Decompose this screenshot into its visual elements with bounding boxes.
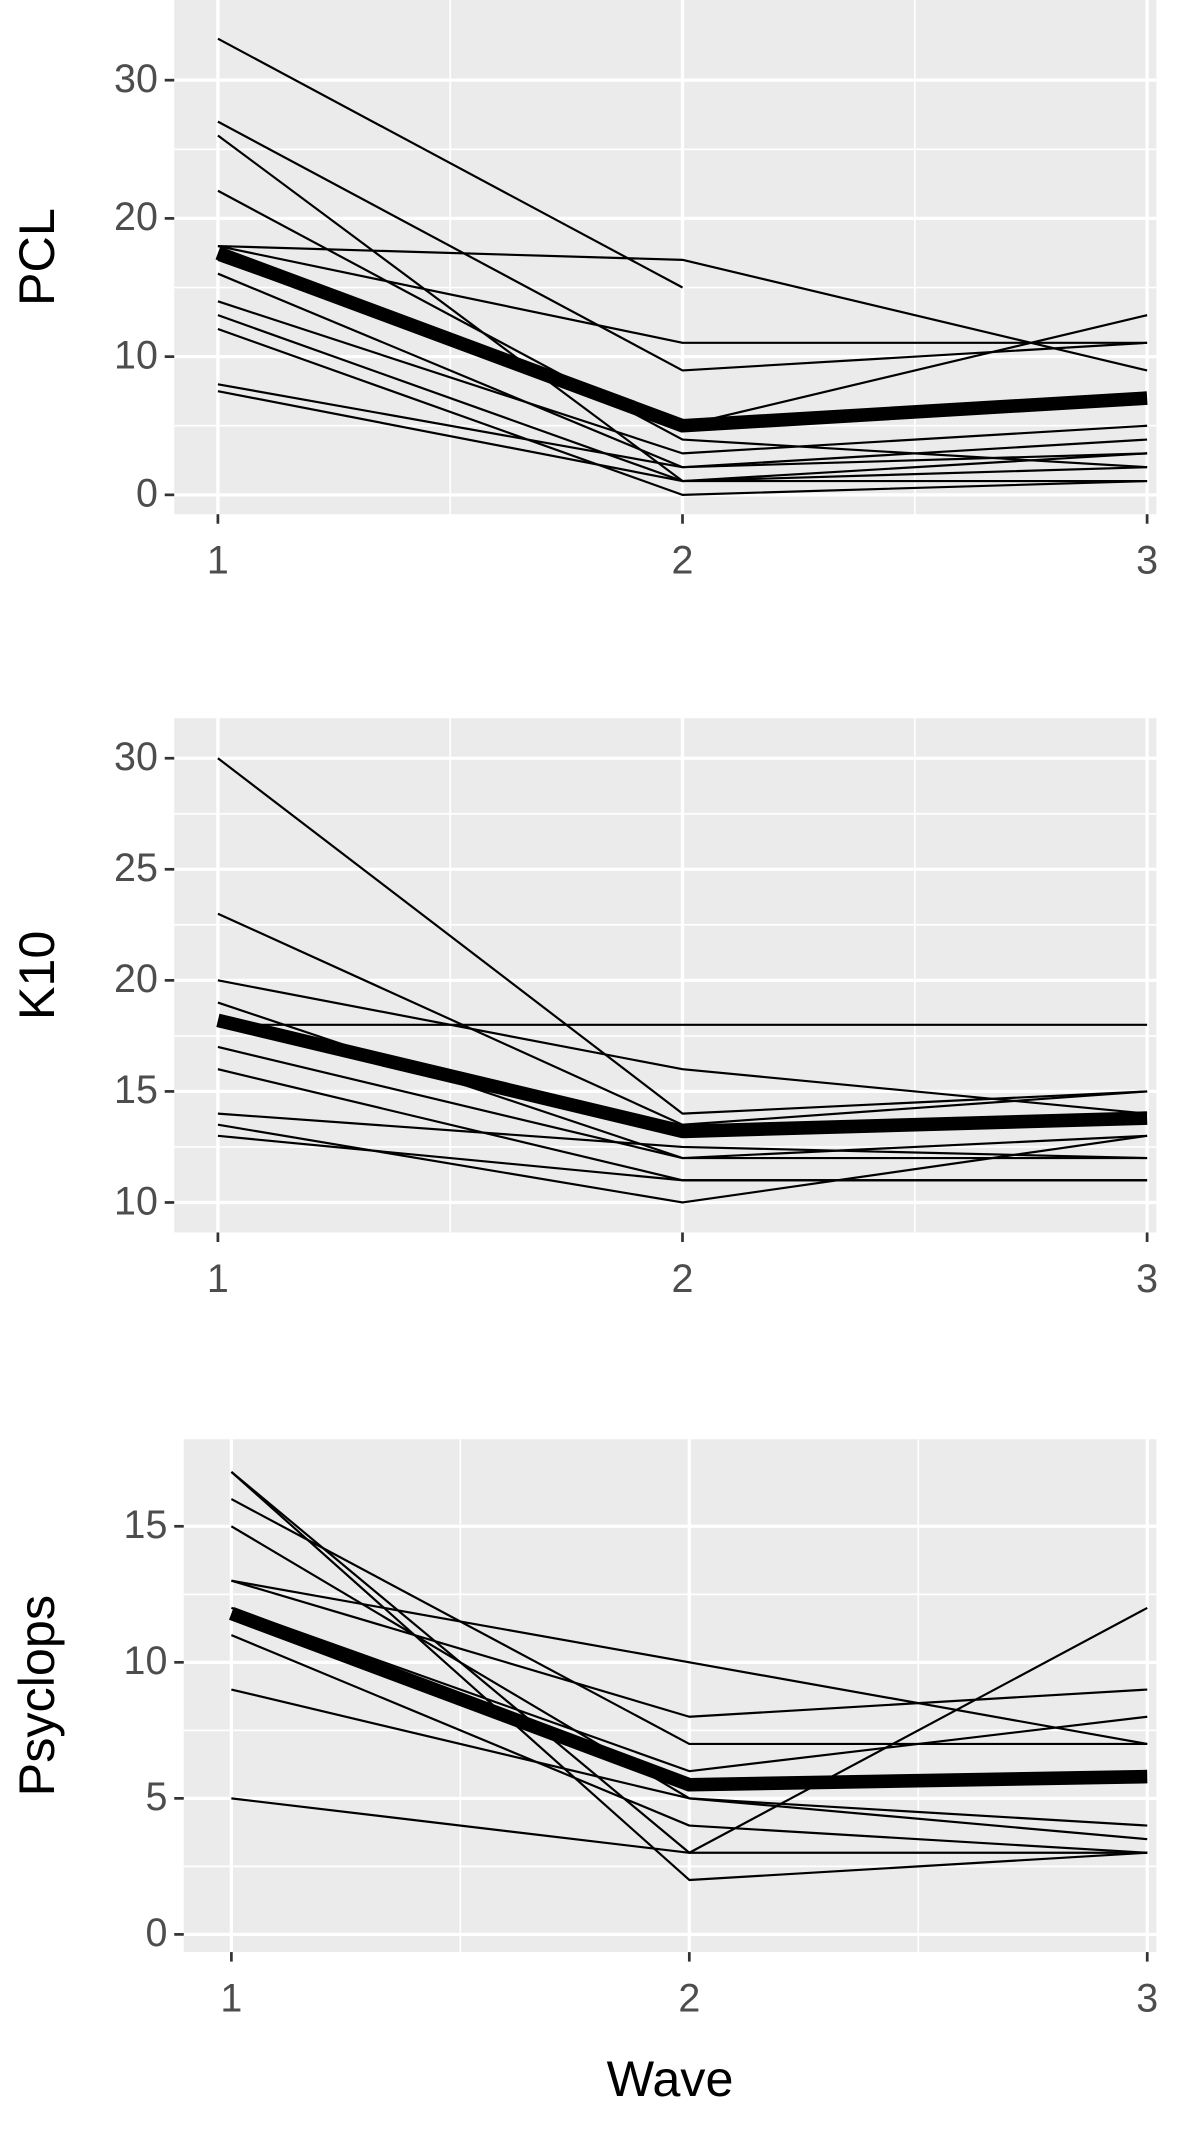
data-line xyxy=(217,390,1148,483)
data-line xyxy=(217,244,1148,344)
panel: 0 10 20 30 1 2 3 PCL xyxy=(8,0,1158,583)
y-tick-label: 10 xyxy=(124,1639,168,1683)
y-tick-label: 25 xyxy=(114,846,158,890)
x-tick-label: 1 xyxy=(220,1976,242,2020)
x-tick-label: 3 xyxy=(1136,1976,1158,2020)
data-line xyxy=(217,1134,1148,1182)
x-tick-label: 1 xyxy=(207,539,229,583)
data-line xyxy=(216,1013,1148,1139)
y-axis-title: Psyclops xyxy=(8,1595,65,1796)
data-line xyxy=(231,1579,1148,1718)
data-line xyxy=(231,1688,1148,1841)
y-tick-label: 10 xyxy=(114,1179,158,1223)
panel: 10 15 20 25 30 1 2 3 K10 xyxy=(8,718,1158,1301)
data-line xyxy=(230,1498,1148,1746)
plot-background xyxy=(183,1439,1157,1953)
panel: 0 5 10 15 1 2 3 Psyclops Wave xyxy=(8,1439,1158,2107)
y-tick-label: 15 xyxy=(114,1068,158,1112)
x-tick-label: 3 xyxy=(1136,539,1158,583)
y-tick-label: 0 xyxy=(145,1911,167,1955)
x-axis-title: Wave xyxy=(607,2050,734,2107)
y-tick-label: 20 xyxy=(114,957,158,1001)
data-line xyxy=(230,1634,1148,1854)
data-line xyxy=(217,327,1148,496)
y-tick-label: 0 xyxy=(136,472,158,516)
y-axis-title: K10 xyxy=(8,931,65,1021)
data-line xyxy=(231,1579,1148,1746)
x-tick-label: 3 xyxy=(1136,1257,1158,1301)
y-tick-label: 10 xyxy=(114,333,158,377)
data-line xyxy=(231,1797,1148,1854)
data-line xyxy=(217,1112,1148,1160)
y-tick-label: 20 xyxy=(114,195,158,239)
data-line xyxy=(217,383,1148,469)
plot-background xyxy=(174,0,1157,515)
data-line xyxy=(217,37,684,289)
y-tick-label: 30 xyxy=(114,57,158,101)
x-tick-label: 2 xyxy=(678,1976,700,2020)
y-axis-title: PCL xyxy=(8,208,65,306)
y-tick-label: 15 xyxy=(124,1503,168,1547)
data-line xyxy=(215,246,1148,433)
data-line xyxy=(217,244,1148,372)
y-tick-label: 30 xyxy=(114,735,158,779)
data-line xyxy=(229,1606,1148,1792)
data-line xyxy=(217,300,1148,455)
data-line xyxy=(231,1606,1148,1773)
data-line xyxy=(217,979,1148,1115)
y-tick-label: 5 xyxy=(145,1775,167,1819)
x-tick-label: 2 xyxy=(672,539,694,583)
x-tick-label: 2 xyxy=(672,1257,694,1301)
x-tick-label: 1 xyxy=(207,1257,229,1301)
